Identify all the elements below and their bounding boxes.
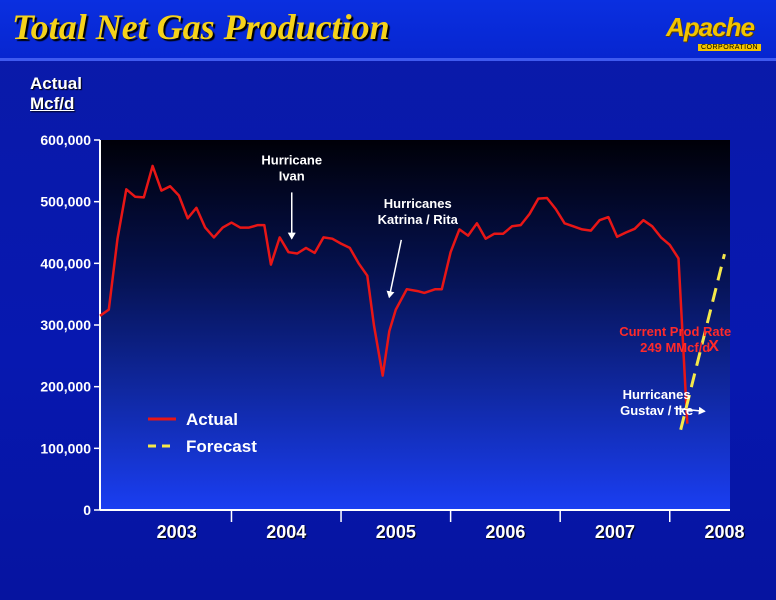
y-tick-label: 200,000: [40, 379, 91, 395]
annotation-gustav-text: Gustav / Ike: [620, 403, 693, 418]
logo-subtitle: CORPORATION: [698, 44, 762, 51]
annotation-gustav-text: Hurricanes: [623, 387, 691, 402]
x-tick-label: 2006: [485, 522, 525, 542]
x-tick-label: 2008: [704, 522, 744, 542]
x-tick-label: 2005: [376, 522, 416, 542]
annotation-katrina-arrow: [386, 239, 403, 299]
y-axis-unit: Mcf/d: [30, 94, 75, 113]
annotation-current-text: 249 MMcf/d: [640, 340, 710, 355]
x-tick-label: 2004: [266, 522, 306, 542]
annotation-gustav-arrow: [674, 406, 706, 415]
y-tick-label: 500,000: [40, 194, 91, 210]
current-rate-marker: X: [708, 338, 719, 355]
title-bar: [0, 0, 776, 61]
annotation-katrina-text: Hurricanes: [384, 196, 452, 211]
x-tick-label: 2003: [157, 522, 197, 542]
y-tick-label: 0: [83, 502, 91, 518]
y-tick-label: 600,000: [40, 132, 91, 148]
y-tick-label: 400,000: [40, 255, 91, 271]
y-tick-label: 100,000: [40, 440, 91, 456]
actual-series-line: [99, 164, 689, 424]
legend-forecast-label: Forecast: [186, 437, 257, 456]
logo-wordmark: Apache: [666, 12, 755, 42]
page-title: Total Net Gas Production: [12, 7, 390, 47]
annotation-ivan-text: Hurricane: [261, 153, 322, 168]
y-tick-label: 300,000: [40, 317, 91, 333]
x-tick-label: 2007: [595, 522, 635, 542]
axes: 0 100,000 200,000 300,000 400,000 500,000 600,…: [40, 132, 744, 542]
y-axis-label: Actual: [30, 74, 82, 93]
annotation-ivan-text: Ivan: [279, 169, 305, 184]
plot-area: [100, 140, 730, 510]
annotation-current-text: Current Prod Rate: [619, 324, 731, 339]
company-logo: Apache CORPORATION: [666, 12, 770, 56]
forecast-series-line: [679, 253, 726, 431]
legend: Actual Forecast: [148, 410, 257, 456]
annotation-katrina-text: Katrina / Rita: [378, 212, 459, 227]
legend-actual-label: Actual: [186, 410, 238, 429]
series-group: [99, 164, 726, 431]
